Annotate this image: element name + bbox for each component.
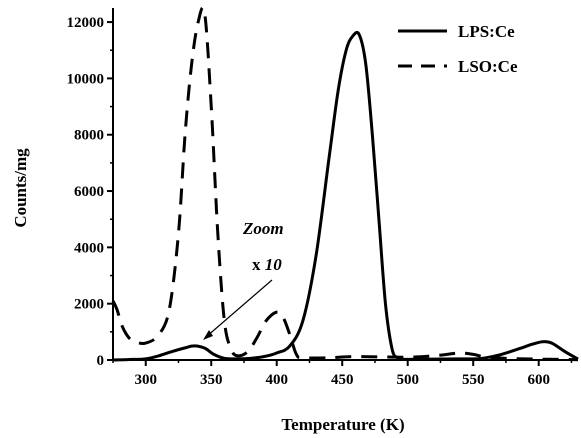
y-tick-label: 2000	[74, 297, 104, 313]
zoom-arrow	[205, 279, 273, 338]
y-tick-label: 8000	[74, 128, 104, 144]
series-line-lso-ce	[111, 6, 579, 362]
x-tick-label: 300	[134, 372, 157, 388]
y-axis-title: Counts/mg	[11, 148, 30, 228]
zoom-label: Zoom	[242, 219, 284, 238]
zoom-arrowhead	[203, 330, 213, 340]
x-tick-label: 600	[527, 372, 550, 388]
x-tick-label: 350	[200, 372, 223, 388]
zoom-factor-prefix: x	[252, 255, 265, 274]
x-tick-label: 550	[462, 372, 485, 388]
zoom-factor: x 10	[252, 255, 282, 274]
x-tick-label: 500	[396, 372, 419, 388]
series-line-lps-ce	[112, 30, 579, 362]
x-tick-label: 400	[265, 372, 288, 388]
y-tick-label: 4000	[74, 240, 104, 256]
zoom-annotation: Zoom x 10	[203, 219, 284, 340]
legend-label-lps: LPS:Ce	[458, 22, 515, 41]
legend: LPS:Ce LSO:Ce	[398, 22, 518, 76]
zoom-factor-value: 10	[265, 255, 283, 274]
series-layer	[111, 6, 579, 362]
y-tick-label: 12000	[67, 15, 105, 31]
x-tick-label: 450	[331, 372, 354, 388]
axes-layer: 0 2000 4000 6000 8000 10000 12000 300 350 400 450 5…	[67, 8, 578, 388]
legend-label-lso: LSO:Ce	[458, 57, 518, 76]
y-tick-label: 6000	[74, 184, 104, 200]
y-tick-label: 10000	[67, 71, 105, 87]
y-tick-label: 0	[97, 353, 105, 369]
x-axis-title: Temperature (K)	[281, 415, 404, 434]
